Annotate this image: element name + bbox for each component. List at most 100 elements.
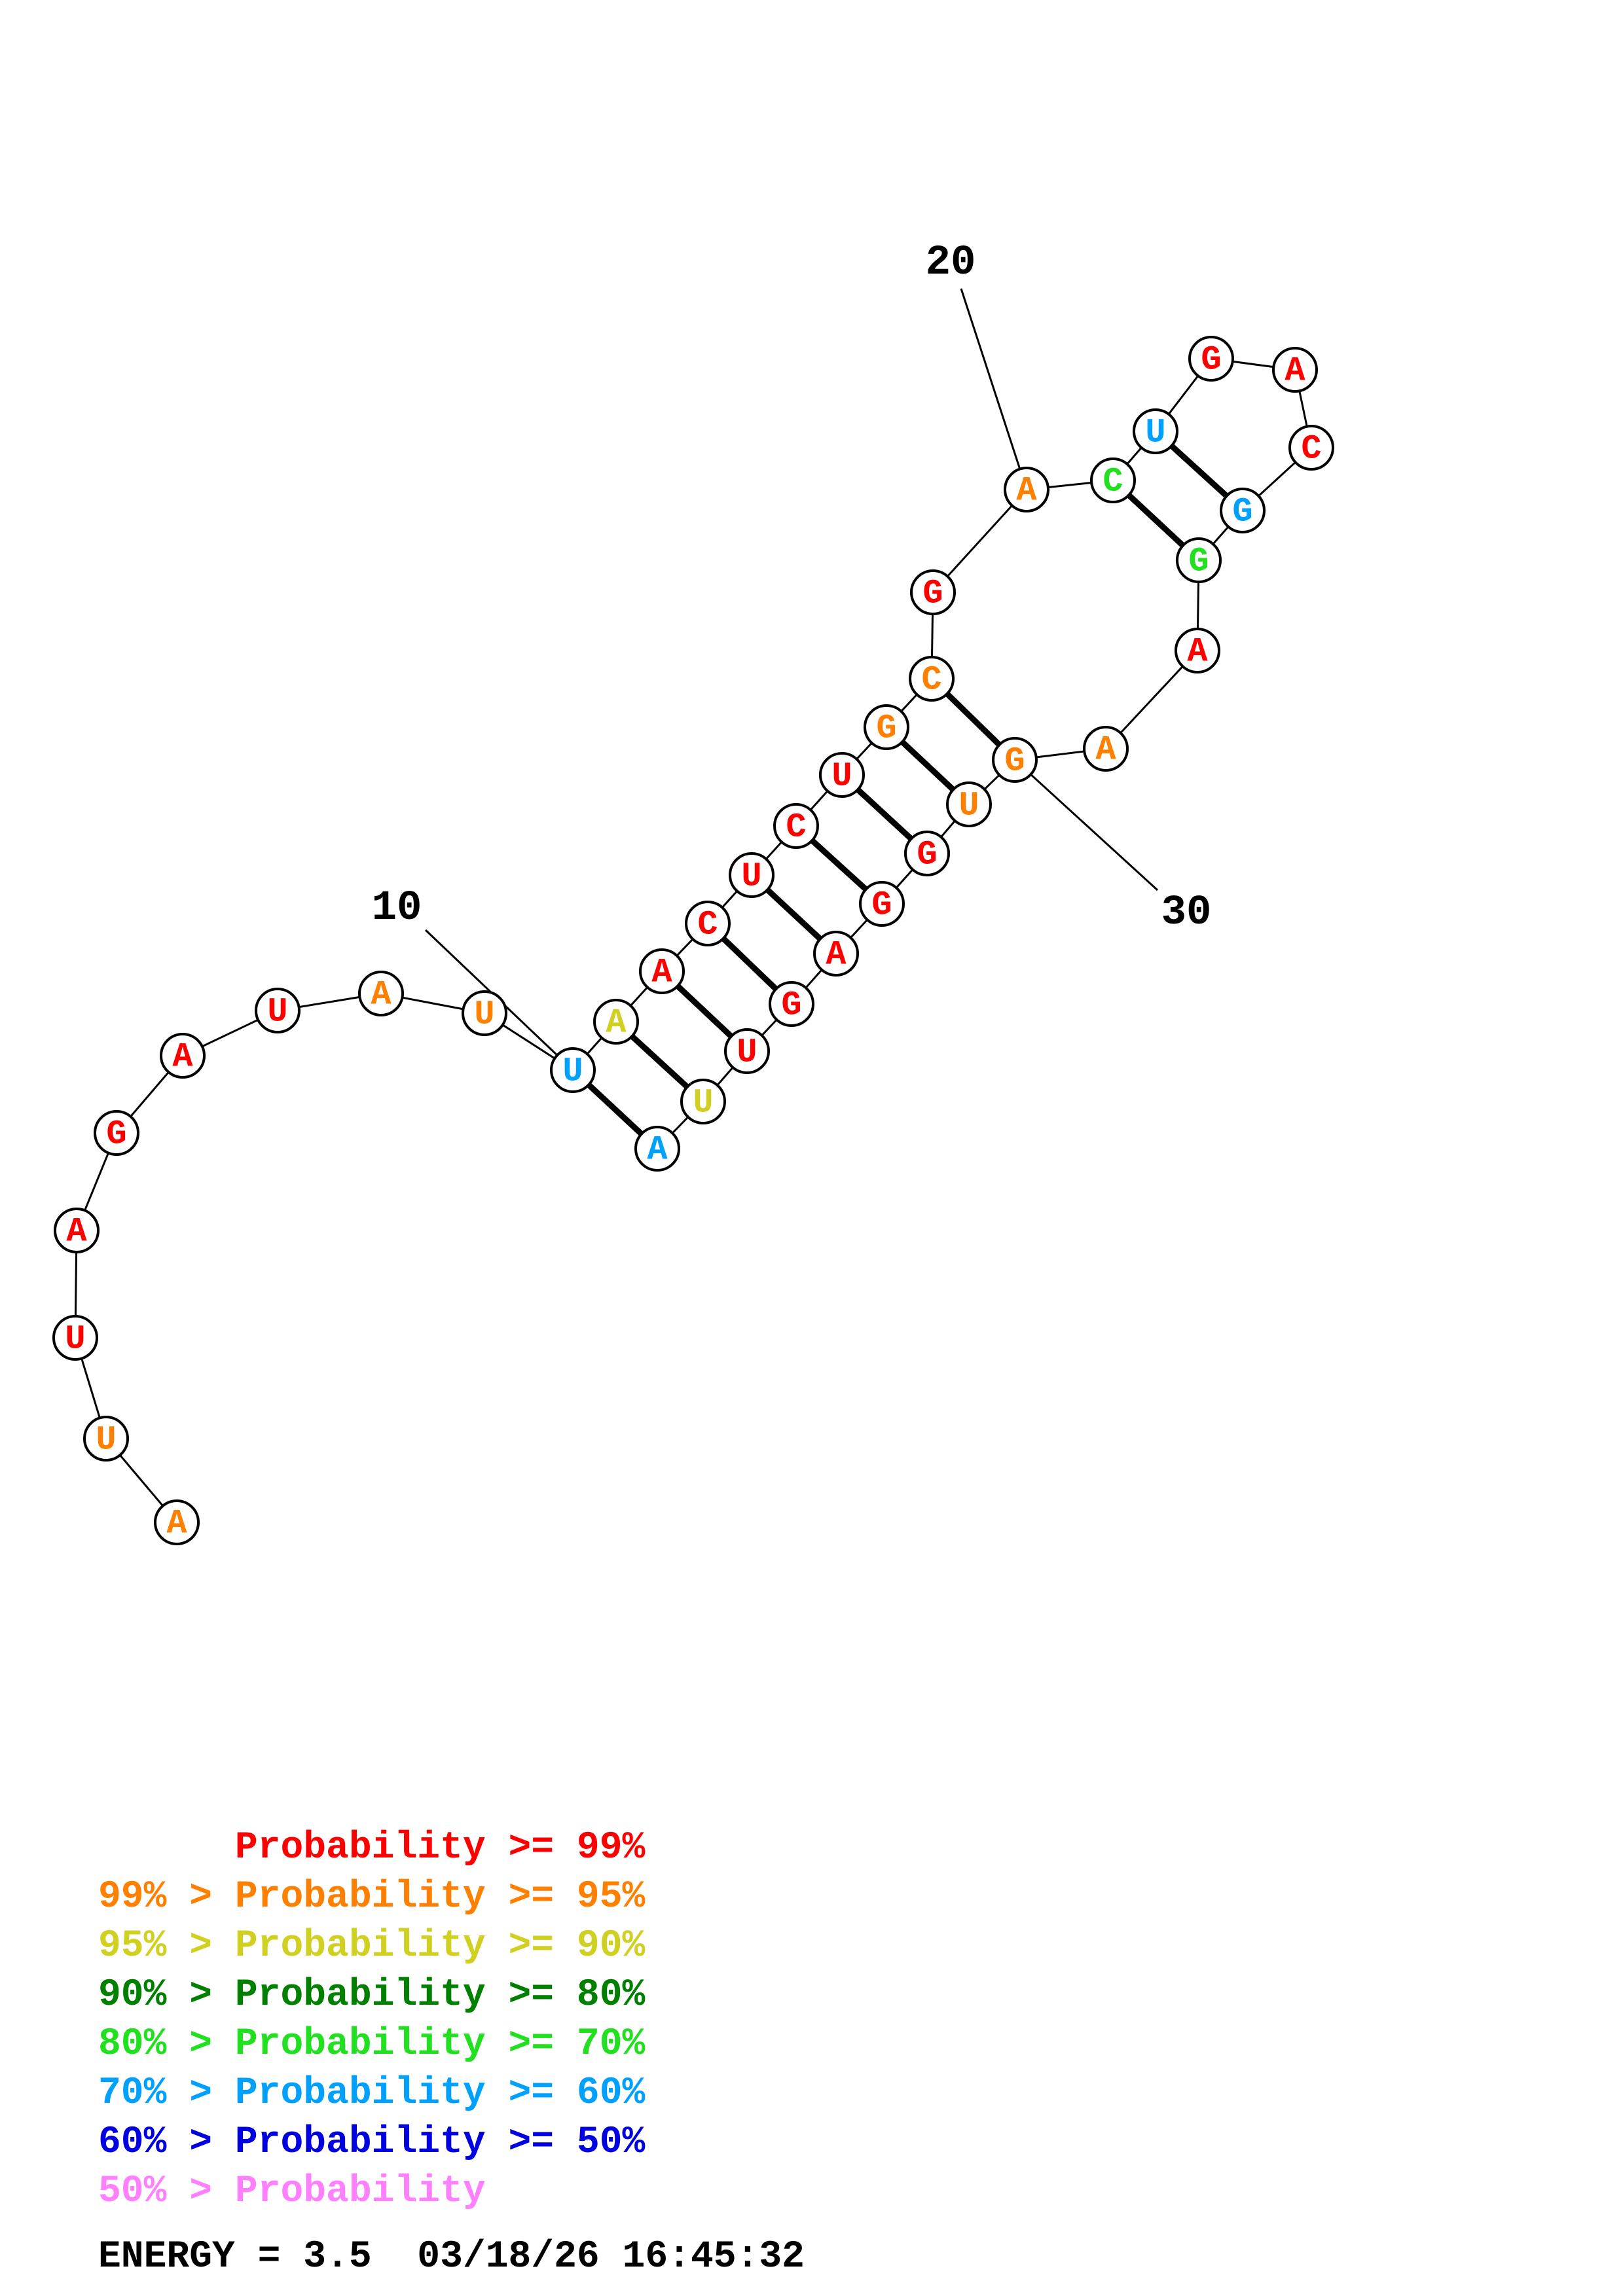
nucleotide-circle [54, 1208, 100, 1253]
nucleotide-circle [1188, 336, 1234, 382]
nucleotide-letter: G [876, 709, 896, 748]
base-pair-line [675, 984, 734, 1039]
nucleotide-letter: U [267, 993, 287, 1031]
nucleotide-letter: A [647, 1131, 668, 1170]
nucleotide-letter: A [66, 1213, 87, 1251]
nucleotide-circle [992, 737, 1038, 783]
nucleotide-letter: C [1301, 430, 1321, 469]
nucleotide-letter: C [697, 906, 718, 944]
nucleotide: A [1272, 347, 1318, 393]
base-pair-line [587, 1083, 644, 1136]
base-pair-line [945, 691, 1002, 747]
nucleotide-circle [358, 971, 404, 1016]
nucleotide: A [639, 948, 685, 994]
nucleotide-letter: A [826, 936, 847, 975]
nucleotide-letter: C [921, 661, 941, 700]
legend-entry: 70% > Probability >= 60% [98, 2072, 646, 2115]
nucleotide-circle [593, 999, 639, 1045]
position-label: 10 [372, 885, 422, 932]
nucleotide: G [94, 1110, 139, 1156]
nucleotide: U [729, 852, 775, 898]
nucleotide-circle [1176, 537, 1222, 583]
nucleotide-letter: A [651, 954, 672, 992]
nucleotide-circle [94, 1110, 139, 1156]
nucleotide: U [83, 1416, 129, 1462]
nucleotide: A [813, 931, 859, 977]
nucleotide-circle [52, 1315, 98, 1361]
base-pair-line [856, 787, 913, 841]
nucleotide-circle [550, 1047, 596, 1093]
nucleotide-circle [729, 852, 775, 898]
nucleotide-circle [909, 656, 955, 702]
nucleotide-circle [1272, 347, 1318, 393]
nucleotide-circle [462, 990, 507, 1036]
base-pair-line [1127, 493, 1185, 548]
nucleotide-circle [910, 569, 956, 615]
nucleotide-letter: A [1187, 633, 1208, 672]
nucleotide-circle [680, 1079, 726, 1124]
legend-entry: 60% > Probability >= 50% [98, 2121, 646, 2164]
nucleotide-letter: U [562, 1052, 583, 1091]
nucleotide-letter: A [166, 1505, 187, 1543]
nucleotide-letter: U [693, 1084, 713, 1122]
nucleotide-letter: C [786, 808, 806, 847]
nucleotide: C [773, 803, 819, 849]
nucleotide: U [724, 1028, 770, 1074]
base-pair-line [721, 936, 778, 992]
nucleotide: C [909, 656, 955, 702]
nucleotide: C [685, 901, 731, 946]
nucleotide-circle [685, 901, 731, 946]
position-tick [960, 288, 1028, 490]
base-pair-line [630, 1033, 689, 1090]
nucleotide-circle [160, 1033, 206, 1079]
nucleotide: U [52, 1315, 98, 1361]
nucleotide: G [910, 569, 956, 615]
nucleotide: A [1083, 726, 1129, 772]
legend-entry: 90% > Probability >= 80% [98, 1974, 646, 2017]
position-tick [1013, 759, 1159, 891]
nucleotide: A [358, 971, 404, 1016]
nucleotide: U [1133, 408, 1178, 454]
nucleotide-circle [859, 881, 905, 927]
base-pair-line [1169, 443, 1229, 499]
nucleotide-letter: U [958, 787, 979, 825]
nucleotide-letter: G [106, 1115, 126, 1154]
nucleotide-letter: G [1188, 543, 1209, 581]
base-pair-line [810, 838, 868, 892]
position-tick-layer: 10 20 30 [372, 240, 1211, 1071]
nucleotide-letter: G [917, 836, 937, 874]
position-label: 20 [926, 240, 976, 287]
nucleotide: G [992, 737, 1038, 783]
nucleotide-circle [1288, 425, 1334, 471]
nucleotide-circle [1175, 628, 1220, 673]
nucleotide-circle [634, 1126, 680, 1172]
nucleotide-circle [773, 803, 819, 849]
nucleotide: G [904, 831, 950, 876]
nucleotide-circle [1090, 457, 1136, 503]
nucleotide-circle [769, 981, 814, 1027]
nucleotide-letter: G [781, 986, 801, 1025]
nucleotide: C [1090, 457, 1136, 503]
legend-entry: 99% > Probability >= 95% [98, 1876, 646, 1918]
nucleotide-letter: A [1285, 352, 1305, 391]
nucleotide: U [680, 1079, 726, 1124]
nucleotide: G [1176, 537, 1222, 583]
nucleotide-circle [819, 752, 865, 798]
nucleotide-letter: U [737, 1033, 757, 1072]
nucleotide-circle [1083, 726, 1129, 772]
energy-footer: ENERGY = 3.5 03/18/26 16:45:32 [98, 2236, 805, 2278]
nucleotide-letter: A [172, 1038, 193, 1077]
nucleotide: U [255, 988, 301, 1033]
nucleotide-letter: G [922, 575, 943, 613]
nucleotide-letter: U [741, 857, 761, 896]
nucleotide-letter: G [871, 886, 892, 925]
legend-entry: Probability >= 99% [98, 1827, 646, 1869]
nucleotide: A [634, 1126, 680, 1172]
nucleotide: G [1220, 488, 1266, 533]
nucleotide-circle [1133, 408, 1178, 454]
nucleotide: C [1288, 425, 1334, 471]
nucleotide-circle [864, 704, 909, 750]
nucleotide-letter: A [606, 1004, 627, 1043]
